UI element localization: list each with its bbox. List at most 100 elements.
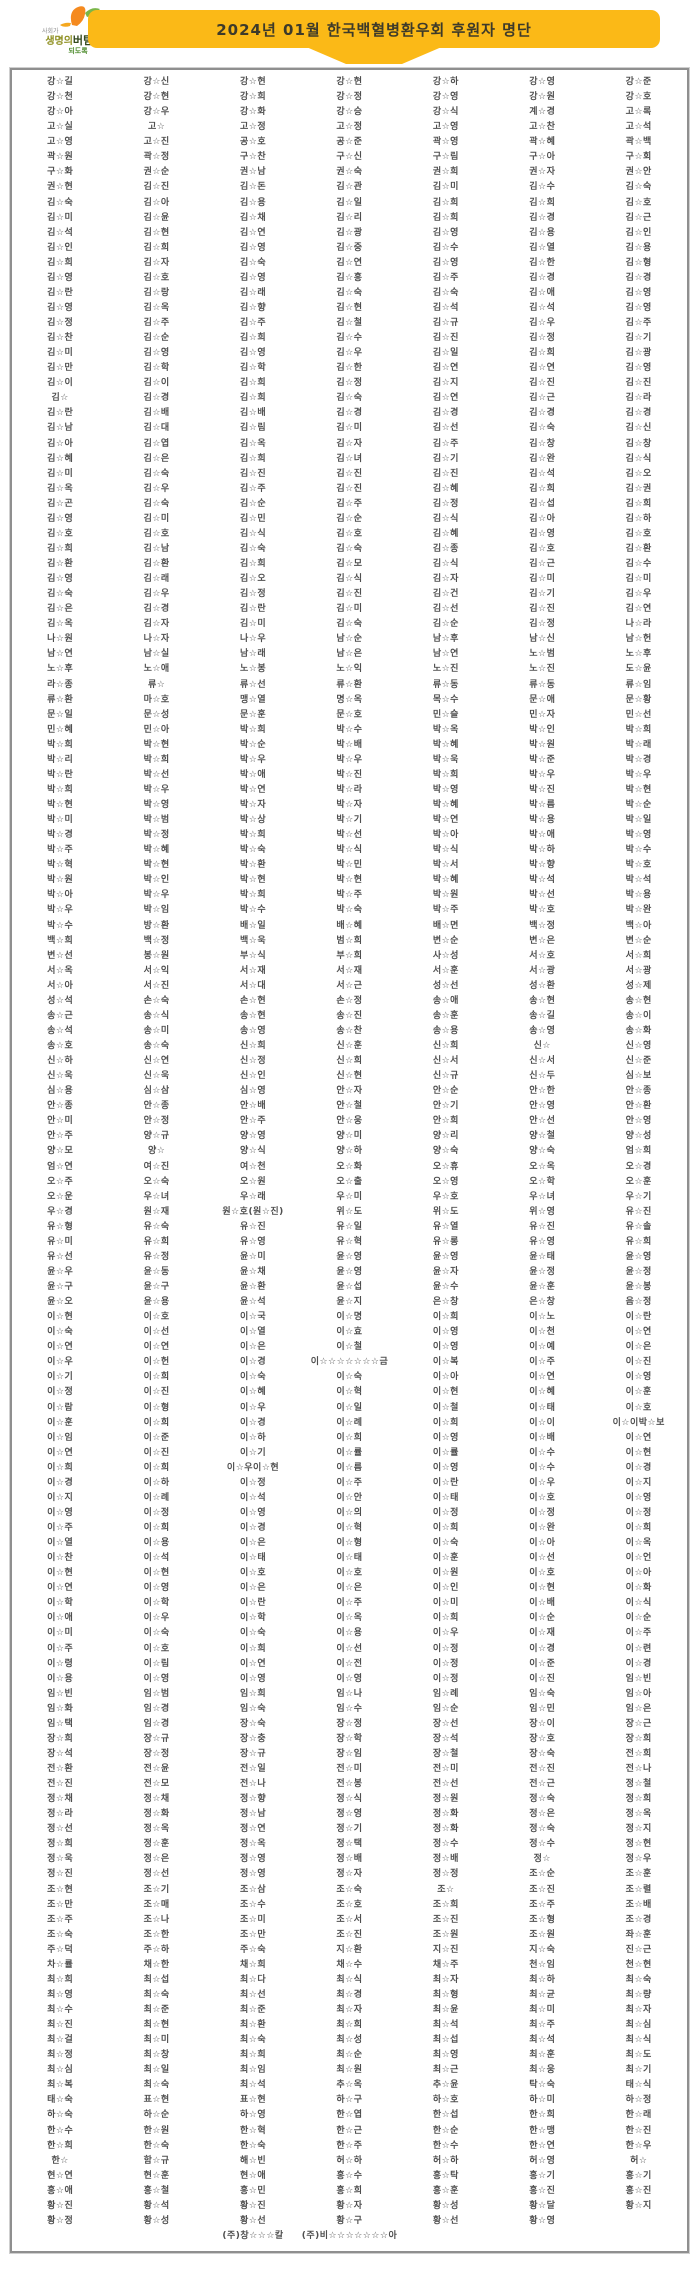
donor-name: 임☆경 [143,1718,170,1729]
donor-name: 강☆영 [432,92,459,103]
donor-name: 고☆정 [336,122,363,133]
donor-name: 황☆선 [239,2215,267,2226]
donor-name: 진☆근 [625,1944,652,1955]
donor-name: 조☆한 [143,1929,170,1940]
donor-name: 박☆하 [529,845,556,856]
donor-name: 김☆진 [529,378,556,389]
table-row: 송☆근 송☆식 송☆현 송☆진 송☆훈 송☆길 송☆이 [12,1007,687,1022]
donor-name: 김☆남 [143,543,170,554]
donor-name: 신☆욱 [143,1071,170,1082]
donor-name: 김☆근 [625,212,652,223]
donor-name: 한☆주 [336,2140,363,2151]
donor-name: 강☆현 [336,77,363,88]
donor-name: 장☆근 [625,1718,652,1729]
donor-name: 정☆선 [47,1824,74,1835]
donor-name: 이☆호 [336,1568,363,1579]
donor-name: 조☆진 [529,1884,556,1895]
donor-name: 이☆의 [336,1507,363,1518]
donor-name: 박☆름 [529,800,556,811]
donor-name: 이☆숙 [239,1372,267,1383]
donor-name: 강☆준 [625,77,652,88]
donor-name: 임☆빈 [47,1688,74,1699]
donor-name: 심☆보 [625,1071,652,1082]
table-row: 정☆욱 정☆은 정☆영 정☆배 정☆배 정☆ 정☆우 [12,1850,687,1865]
donor-name: 최☆준 [143,2005,170,2016]
donor-name: 최☆걸 [47,2035,74,2046]
donor-name: 최☆창 [143,2050,170,2061]
donor-name: 이☆재 [529,1628,556,1639]
donor-name: 김☆미 [239,619,267,630]
donor-name: 윤☆석 [239,1297,267,1308]
donor-name: 이☆순 [625,1613,652,1624]
donor-name: 채☆희 [239,1959,267,1970]
donor-name: 조☆만 [239,1929,267,1940]
donor-name: 곽☆영 [432,137,459,148]
table-row: (주)창☆☆☆칼 (주)비☆☆☆☆☆☆☆아 [12,2227,687,2242]
table-row: 홍☆애 홍☆철 홍☆민 홍☆희 홍☆훈 홍☆진 홍☆진 [12,2182,687,2197]
donor-name: 하☆정 [625,2095,652,2106]
donor-name: 김☆옥 [239,438,267,449]
donor-name: 이☆정 [432,1673,459,1684]
donor-name: 조☆진 [432,1914,459,1925]
donor-name: 주☆하 [143,1944,170,1955]
donor-name: 조☆매 [143,1899,170,1910]
donor-name: 박☆현 [239,875,267,886]
donor-name: 김☆대 [143,423,170,434]
donor-name: 김☆신 [625,423,652,434]
donor-name: 서☆대 [239,980,267,991]
donor-name: 최☆영 [47,1989,74,2000]
donor-name: 박☆범 [143,815,170,826]
donor-name: 송☆영 [529,1025,556,1036]
donor-name: 이☆태 [336,1553,363,1564]
donor-name: 장☆석 [47,1748,74,1759]
donor-name: 양☆철 [529,1131,556,1142]
donor-name: 김☆옥 [143,302,170,313]
donor-name: 한☆순 [432,2125,459,2136]
table-row: 이☆경 이☆하 이☆정 이☆주 이☆란 이☆우 이☆지 [12,1474,687,1489]
donor-name: 김☆희 [529,483,556,494]
donor-name: 신☆인 [239,1071,267,1082]
donor-name: 강☆현 [239,77,267,88]
donor-name: 김☆아 [143,197,170,208]
donor-name: 강☆원 [529,92,556,103]
table-row: 박☆리 박☆희 박☆우 박☆우 박☆욱 박☆준 박☆경 [12,751,687,766]
donor-name: 김☆찬 [47,333,74,344]
donor-name: 장☆희 [625,1733,652,1744]
donor-name: 사☆성 [432,950,459,961]
donor-name: 박☆란 [47,769,74,780]
donor-name: 박☆희 [432,769,459,780]
donor-name: 김☆중 [336,242,363,253]
table-row: 김☆미 김☆숙 김☆진 김☆진 김☆진 김☆석 김☆오 [12,465,687,480]
donor-name: 최☆순 [336,2050,363,2061]
donor-name: 임☆화 [47,1703,74,1714]
donor-name: 박☆인 [143,875,170,886]
donor-name: 이☆숙 [239,1628,267,1639]
donor-name: 박☆완 [625,905,652,916]
donor-name: 안☆주 [239,1116,267,1127]
donor-name: 송☆숙 [143,1041,170,1052]
donor-name: 박☆희 [47,784,74,795]
donor-name: 박☆혜 [432,800,459,811]
donor-name: 김☆희 [239,559,267,570]
donor-name: 강☆하 [432,77,459,88]
donor-name: 이☆름 [336,1462,363,1473]
donor-name: 김☆기 [432,453,459,464]
table-row: 이☆령 이☆림 이☆연 이☆전 이☆정 이☆준 이☆경 [12,1655,687,1670]
donor-name: 유☆희 [625,1236,652,1247]
donor-name: 김☆미 [143,513,170,524]
donor-name: 백☆욱 [239,935,267,946]
donor-name: 서☆희 [625,950,652,961]
table-row: 김☆석 김☆현 김☆연 김☆광 김☆영 김☆용 김☆인 [12,224,687,239]
donor-name: 정☆화 [432,1824,459,1835]
donor-name: 최☆자 [336,2005,363,2016]
donor-name: 이☆안 [336,1492,363,1503]
donor-name: 박☆연 [239,784,267,795]
donor-name: 김☆정 [529,619,556,630]
donor-name: 이☆훈 [47,1417,74,1428]
donor-name: 김☆정 [432,498,459,509]
donor-name: 이☆영 [239,1673,267,1684]
donor-name: 장☆석 [432,1733,459,1744]
donor-name: 전☆선 [432,1779,459,1790]
donor-name: 박☆자 [336,800,363,811]
donor-name: 박☆옥 [432,724,459,735]
